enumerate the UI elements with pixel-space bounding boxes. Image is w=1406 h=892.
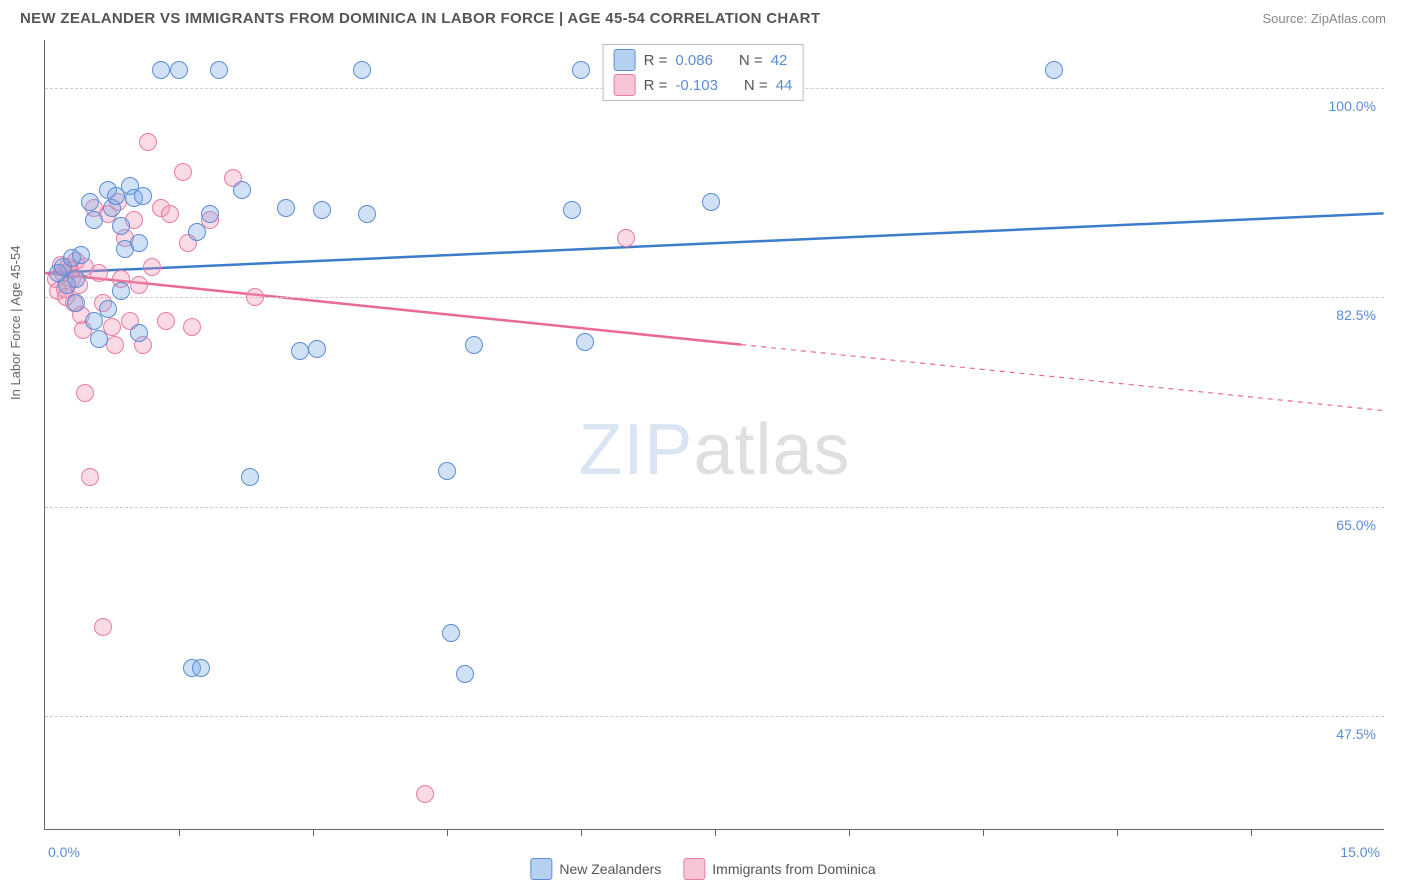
data-point-pink bbox=[76, 384, 94, 402]
stat-n-label: N = bbox=[744, 77, 768, 94]
data-point-blue bbox=[291, 342, 309, 360]
data-point-blue bbox=[572, 61, 590, 79]
legend-swatch-pink bbox=[614, 74, 636, 96]
x-tick bbox=[1117, 829, 1118, 836]
x-axis-max-label: 15.0% bbox=[1340, 844, 1380, 860]
data-point-blue bbox=[233, 181, 251, 199]
legend-top-row-pink: R = -0.103 N = 44 bbox=[614, 74, 793, 96]
data-point-blue bbox=[81, 193, 99, 211]
data-point-blue bbox=[152, 61, 170, 79]
scatter-chart: ZIPatlas 47.5% 65.0% 82.5% 100.0% bbox=[44, 40, 1384, 830]
data-point-pink bbox=[143, 258, 161, 276]
data-point-blue bbox=[241, 468, 259, 486]
data-point-blue bbox=[702, 193, 720, 211]
data-point-blue bbox=[72, 246, 90, 264]
data-point-blue bbox=[210, 61, 228, 79]
x-tick bbox=[179, 829, 180, 836]
data-point-blue bbox=[576, 333, 594, 351]
data-point-blue bbox=[130, 324, 148, 342]
legend-swatch-blue bbox=[614, 49, 636, 71]
data-point-blue bbox=[90, 330, 108, 348]
chart-header: NEW ZEALANDER VS IMMIGRANTS FROM DOMINIC… bbox=[0, 0, 1406, 33]
data-point-pink bbox=[183, 318, 201, 336]
stat-n-value: 44 bbox=[776, 77, 793, 94]
data-point-pink bbox=[94, 618, 112, 636]
data-point-pink bbox=[174, 163, 192, 181]
y-tick-label: 82.5% bbox=[1336, 307, 1376, 323]
x-axis-min-label: 0.0% bbox=[48, 844, 80, 860]
x-tick bbox=[1251, 829, 1252, 836]
data-point-blue bbox=[442, 624, 460, 642]
x-tick bbox=[715, 829, 716, 836]
source-attribution: Source: ZipAtlas.com bbox=[1262, 11, 1386, 26]
x-tick bbox=[849, 829, 850, 836]
data-point-blue bbox=[192, 659, 210, 677]
stat-r-label: R = bbox=[644, 52, 668, 69]
data-point-blue bbox=[277, 199, 295, 217]
data-point-blue bbox=[438, 462, 456, 480]
chart-title: NEW ZEALANDER VS IMMIGRANTS FROM DOMINIC… bbox=[20, 10, 820, 27]
y-tick-label: 47.5% bbox=[1336, 726, 1376, 742]
legend-item-pink: Immigrants from Dominica bbox=[683, 858, 875, 880]
legend-swatch-blue bbox=[530, 858, 552, 880]
stat-n-label: N = bbox=[739, 52, 763, 69]
data-point-blue bbox=[353, 61, 371, 79]
stat-n-value: 42 bbox=[771, 52, 788, 69]
y-tick-label: 100.0% bbox=[1329, 98, 1376, 114]
data-point-pink bbox=[161, 205, 179, 223]
data-point-blue bbox=[134, 187, 152, 205]
x-tick bbox=[313, 829, 314, 836]
data-point-pink bbox=[416, 785, 434, 803]
watermark-atlas: atlas bbox=[693, 410, 850, 490]
data-point-blue bbox=[456, 665, 474, 683]
data-point-pink bbox=[246, 288, 264, 306]
data-point-blue bbox=[308, 340, 326, 358]
data-point-blue bbox=[563, 201, 581, 219]
stat-r-value: 0.086 bbox=[675, 52, 713, 69]
data-point-blue bbox=[358, 205, 376, 223]
stat-r-value: -0.103 bbox=[675, 77, 718, 94]
data-point-pink bbox=[106, 336, 124, 354]
watermark-zip: ZIP bbox=[578, 410, 693, 490]
x-tick bbox=[581, 829, 582, 836]
y-axis-label: In Labor Force | Age 45-54 bbox=[8, 246, 23, 400]
data-point-blue bbox=[112, 282, 130, 300]
gridline-h bbox=[45, 716, 1384, 717]
data-point-blue bbox=[465, 336, 483, 354]
data-point-pink bbox=[81, 468, 99, 486]
data-point-pink bbox=[90, 264, 108, 282]
trend-line-pink-solid bbox=[45, 273, 741, 344]
series-legend: New Zealanders Immigrants from Dominica bbox=[530, 858, 875, 880]
legend-item-blue: New Zealanders bbox=[530, 858, 661, 880]
data-point-blue bbox=[188, 223, 206, 241]
trend-line-blue bbox=[45, 213, 1383, 273]
data-point-blue bbox=[1045, 61, 1063, 79]
legend-top-row-blue: R = 0.086 N = 42 bbox=[614, 49, 793, 71]
legend-label: Immigrants from Dominica bbox=[712, 861, 875, 877]
gridline-h bbox=[45, 507, 1384, 508]
data-point-blue bbox=[130, 234, 148, 252]
data-point-pink bbox=[130, 276, 148, 294]
data-point-blue bbox=[170, 61, 188, 79]
data-point-blue bbox=[67, 270, 85, 288]
data-point-blue bbox=[112, 217, 130, 235]
data-point-blue bbox=[99, 300, 117, 318]
y-tick-label: 65.0% bbox=[1336, 517, 1376, 533]
legend-label: New Zealanders bbox=[559, 861, 661, 877]
stat-r-label: R = bbox=[644, 77, 668, 94]
trend-lines-layer bbox=[45, 40, 1384, 829]
correlation-legend: R = 0.086 N = 42 R = -0.103 N = 44 bbox=[603, 44, 804, 101]
data-point-blue bbox=[67, 294, 85, 312]
data-point-blue bbox=[313, 201, 331, 219]
legend-swatch-pink bbox=[683, 858, 705, 880]
data-point-pink bbox=[157, 312, 175, 330]
trend-line-pink-dashed bbox=[741, 345, 1383, 411]
data-point-pink bbox=[617, 229, 635, 247]
data-point-blue bbox=[201, 205, 219, 223]
data-point-pink bbox=[139, 133, 157, 151]
data-point-blue bbox=[85, 211, 103, 229]
x-tick bbox=[447, 829, 448, 836]
watermark: ZIPatlas bbox=[578, 409, 850, 491]
x-tick bbox=[983, 829, 984, 836]
